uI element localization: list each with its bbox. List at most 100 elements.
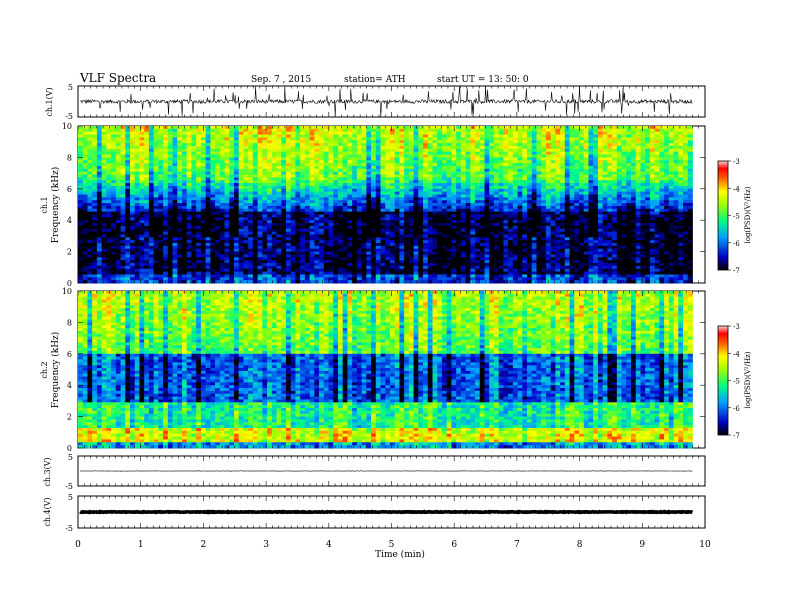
spectrogram-cell [371, 191, 377, 195]
spectrogram-cell [583, 225, 589, 230]
waveform-line [79, 86, 693, 117]
spectrogram-cell [285, 228, 292, 233]
spectrogram-cell [555, 145, 561, 150]
ch1-waveform-ylabel: ch.1(V) [45, 87, 54, 116]
spectrogram-cell [371, 188, 377, 193]
spectrogram-cell [361, 194, 367, 198]
spectrogram-cell [432, 160, 438, 164]
spectrogram-cell [191, 145, 197, 150]
spectrogram-cell [555, 197, 561, 201]
spectrogram-cell [437, 177, 443, 181]
spectrogram-cell [281, 157, 287, 161]
spectrogram-cell [408, 228, 414, 233]
spectrogram-cell [200, 223, 207, 227]
spectrogram-cell [631, 131, 637, 135]
spectrogram-cell [687, 203, 693, 207]
spectrogram-cell [304, 163, 311, 167]
spectrogram-cell [621, 145, 627, 150]
spectrogram-cell [205, 205, 211, 210]
spectrogram-cell [337, 163, 344, 167]
spectrogram-cell [380, 200, 386, 204]
spectrogram-cell [602, 208, 608, 213]
spectrogram-cell [134, 177, 140, 181]
spectrogram-cell [257, 165, 263, 170]
spectrogram-cell [366, 174, 372, 178]
spectrogram-cell [531, 211, 537, 215]
spectrogram-cell [418, 168, 424, 173]
spectrogram-cell [479, 228, 485, 233]
spectrogram-cell [153, 203, 159, 207]
spectrogram-cell [101, 140, 107, 144]
spectrogram-cell [612, 205, 618, 210]
spectrogram-cell [361, 225, 367, 230]
spectrogram-cell [678, 145, 684, 150]
spectrogram-cell [451, 203, 457, 207]
spectrogram-cell [87, 160, 93, 164]
spectrogram-cell [342, 225, 348, 230]
spectrogram-cell [82, 134, 88, 138]
spectrogram-cell [399, 225, 405, 230]
spectrogram-cell [229, 200, 235, 204]
spectrogram-cell [574, 131, 580, 135]
spectrogram-cell [385, 188, 391, 193]
spectrogram-cell [659, 154, 665, 158]
spectrogram-cell [503, 143, 509, 147]
spectrogram-cell [158, 128, 164, 133]
spectrogram-cell [96, 208, 103, 213]
spectrogram-cell [399, 205, 405, 210]
spectrogram-cell [233, 225, 240, 230]
spectrogram-cell [489, 174, 495, 178]
spectrogram-cell [248, 188, 254, 193]
spectrogram-cell [120, 145, 126, 150]
spectrogram-cell [687, 208, 693, 213]
spectrogram-cell [616, 211, 622, 215]
spectrogram-cell [380, 228, 386, 233]
spectrogram-cell [248, 126, 254, 130]
spectrogram-cell [342, 128, 348, 133]
spectrogram-cell [92, 205, 98, 210]
spectrogram-cell [484, 188, 490, 193]
spectrogram-cell [451, 160, 457, 164]
spectrogram-cell [593, 163, 599, 167]
spectrogram-cell [267, 220, 273, 224]
spectrogram-cell [522, 228, 528, 233]
spectrogram-cell [238, 177, 244, 181]
spectrogram-cell [517, 128, 523, 133]
spectrogram-cell [300, 143, 306, 147]
spectrogram-cell [215, 154, 221, 158]
spectrogram-cell [583, 217, 589, 221]
spectrogram-cell [441, 217, 448, 221]
spectrogram-cell [285, 140, 292, 144]
spectrogram-cell [489, 191, 495, 195]
spectrogram-cell [333, 197, 339, 201]
spectrogram-cell [267, 188, 273, 193]
spectrogram-cell [167, 131, 173, 135]
spectrogram-cell [635, 157, 641, 161]
spectrogram-cell [229, 214, 235, 218]
spectrogram-cell [423, 163, 429, 167]
spectrogram-cell [560, 205, 566, 210]
spectrogram-cell [333, 163, 339, 167]
spectrogram-cell [163, 205, 169, 210]
spectrogram-cell [664, 220, 670, 224]
spectrogram-cell [92, 228, 98, 233]
spectrogram-cell [673, 174, 679, 178]
spectrogram-cell [129, 203, 136, 207]
spectrogram-cell [683, 203, 689, 207]
spectrogram-cell [186, 165, 192, 170]
spectrogram-cell [271, 151, 277, 155]
spectrogram-cell [531, 174, 537, 178]
spectrogram-cell [262, 148, 268, 153]
spectrogram-cell [465, 134, 471, 138]
spectrogram-cell [597, 177, 604, 181]
spectrogram-cell [92, 134, 98, 138]
spectrogram-cell [555, 194, 561, 198]
spectrogram-cell [517, 171, 523, 175]
spectrogram-cell [626, 131, 632, 135]
spectrogram-cell [342, 191, 348, 195]
spectrogram-cell [347, 143, 353, 147]
spectrogram-cell [375, 185, 381, 190]
spectrogram-cell [352, 134, 358, 138]
spectrogram-cell [267, 168, 273, 173]
spectrogram-cell [276, 197, 282, 201]
